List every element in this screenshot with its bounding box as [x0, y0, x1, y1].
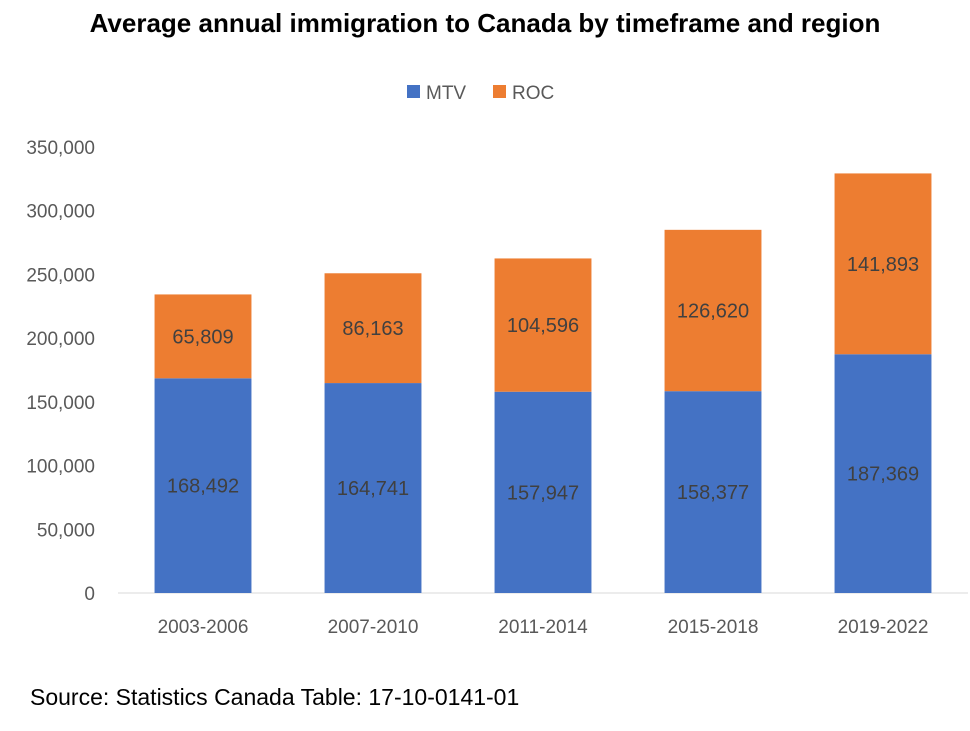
- legend-label: MTV: [426, 83, 466, 104]
- bar-roc-2003-2006: [154, 294, 252, 379]
- x-tick-label: 2007-2010: [328, 617, 419, 638]
- y-tick-label: 200,000: [26, 329, 95, 350]
- data-label: 157,947: [507, 482, 579, 504]
- bar-roc-2011-2014: [494, 258, 592, 392]
- data-label: 164,741: [337, 478, 409, 500]
- y-tick-label: 350,000: [26, 138, 95, 159]
- bar-mtv-2003-2006: [154, 378, 252, 593]
- data-label: 86,163: [342, 318, 403, 340]
- bars: 168,492 65,809 164,741 86,163 157,947 104,596…: [154, 173, 932, 593]
- data-label: 168,492: [167, 476, 239, 498]
- x-tick-label: 2019-2022: [838, 617, 929, 638]
- legend-label: ROC: [512, 83, 554, 104]
- data-label: 126,620: [677, 301, 749, 323]
- bar-mtv-2007-2010: [324, 383, 422, 593]
- source-note: Source: Statistics Canada Table: 17-10-0…: [30, 684, 520, 710]
- data-label: 65,809: [172, 326, 233, 348]
- x-tick-label: 2003-2006: [158, 617, 249, 638]
- x-tick-label: 2011-2014: [498, 617, 588, 638]
- legend-swatch-roc: [493, 85, 506, 98]
- legend-swatch-mtv: [407, 85, 420, 98]
- x-tick-label: 2015-2018: [668, 617, 759, 638]
- y-tick-label: 150,000: [26, 393, 95, 414]
- data-label: 104,596: [507, 315, 579, 337]
- x-axis: 2003-2006 2007-2010 2011-2014 2015-2018 2019…: [158, 617, 929, 638]
- y-tick-label: 250,000: [26, 265, 95, 286]
- data-label: 158,377: [677, 482, 749, 504]
- bar-roc-2019-2022: [834, 173, 932, 355]
- bar-roc-2015-2018: [664, 229, 762, 392]
- bar-mtv-2011-2014: [494, 391, 592, 593]
- y-tick-label: 100,000: [26, 457, 95, 478]
- bar-mtv-2019-2022: [834, 354, 932, 593]
- chart-title: Average annual immigration to Canada by …: [89, 8, 881, 38]
- bar-mtv-2015-2018: [664, 391, 762, 593]
- y-tick-label: 50,000: [37, 520, 95, 541]
- data-label: 141,893: [847, 254, 919, 276]
- y-tick-label: 0: [84, 584, 95, 605]
- data-label: 187,369: [847, 464, 919, 486]
- y-axis: 0 50,000 100,000 150,000 200,000 250,000 300,0…: [26, 138, 968, 605]
- legend: MTV ROC: [407, 83, 554, 104]
- bar-roc-2007-2010: [324, 273, 422, 384]
- y-tick-label: 300,000: [26, 202, 95, 223]
